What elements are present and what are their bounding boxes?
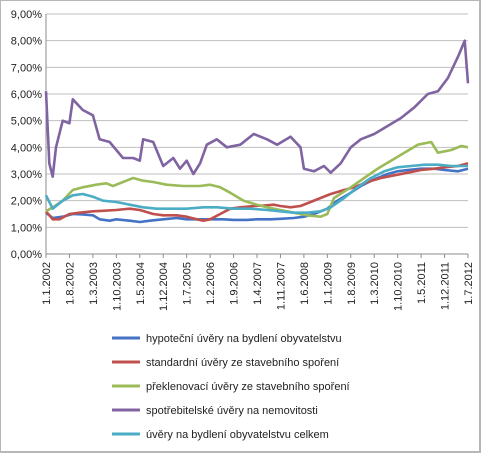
x-tick-label: 1.8.2009 bbox=[346, 262, 358, 305]
x-tick-label: 1.12.2004 bbox=[158, 262, 170, 311]
x-tick-label: 1.7.2012 bbox=[463, 262, 475, 305]
y-tick-label: 1,00% bbox=[11, 222, 42, 234]
x-tick-label: 1.12.2011 bbox=[440, 262, 452, 310]
y-tick-label: 8,00% bbox=[11, 36, 42, 48]
x-tick-label: 1.6.2008 bbox=[299, 262, 311, 305]
y-tick-label: 4,00% bbox=[11, 142, 42, 154]
legend: hypoteční úvěry na bydlení obyvatelstvu s… bbox=[112, 333, 350, 441]
x-tick-label: 1.9.2006 bbox=[229, 262, 241, 305]
x-tick-label: 1.3.2003 bbox=[88, 262, 100, 305]
series-line-2 bbox=[45, 162, 469, 222]
y-tick-label: 3,00% bbox=[11, 169, 42, 181]
y-tick-label: 7,00% bbox=[11, 62, 42, 74]
x-tick-label: 1.10.2003 bbox=[111, 262, 123, 311]
x-axis-ticks: 1.1.2002 1.8.2002 1.3.2003 1.10.2003 1.5.200… bbox=[41, 254, 475, 311]
legend-label-1: hypoteční úvěry na bydlení obyvatelstvu bbox=[146, 333, 342, 345]
x-tick-label: 1.1.2009 bbox=[322, 262, 334, 305]
x-tick-label: 1.4.2007 bbox=[252, 262, 264, 305]
legend-label-5: úvěry na bydlení obyvatelstvu celkem bbox=[146, 429, 329, 441]
y-tick-label: 2,00% bbox=[11, 196, 42, 208]
series-line-3 bbox=[45, 140, 469, 218]
y-tick-label: 5,00% bbox=[11, 116, 42, 128]
x-tick-label: 1.10.2010 bbox=[393, 262, 405, 311]
series-line-4 bbox=[44, 39, 470, 178]
x-tick-label: 1.1.2002 bbox=[41, 262, 53, 305]
x-tick-label: 1.3.2010 bbox=[369, 262, 381, 305]
x-tick-label: 1.11.2007 bbox=[275, 262, 287, 310]
y-tick-label: 0,00% bbox=[11, 249, 42, 261]
y-axis-ticks: 0,00% 1,00% 2,00% 3,00% 4,00% 5,00% 6,00% 7,00%… bbox=[11, 9, 42, 261]
legend-label-4: spotřebitelské úvěry na nemovitosti bbox=[146, 405, 318, 417]
y-tick-label: 9,00% bbox=[11, 9, 42, 21]
series-line-5 bbox=[44, 163, 468, 214]
x-tick-label: 1.7.2005 bbox=[182, 262, 194, 305]
series-line-1 bbox=[45, 167, 469, 224]
x-tick-label: 1.2.2006 bbox=[205, 262, 217, 305]
x-tick-label: 1.8.2002 bbox=[64, 262, 76, 305]
y-tick-label: 6,00% bbox=[11, 89, 42, 101]
x-tick-label: 1.5.2004 bbox=[135, 262, 147, 305]
x-tick-label: 1.5.2011 bbox=[416, 262, 428, 304]
legend-label-3: překlenovací úvěry ze stavebního spoření bbox=[146, 381, 350, 393]
series-lines bbox=[44, 39, 470, 224]
legend-label-2: standardní úvěry ze stavebního spoření bbox=[146, 357, 339, 369]
